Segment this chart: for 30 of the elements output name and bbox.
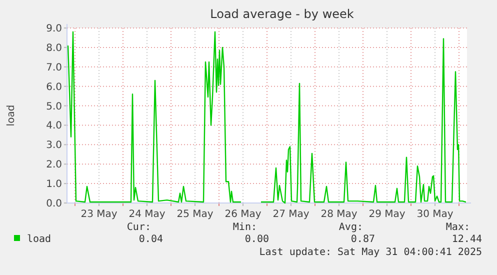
y-tick-label: 8.0	[46, 42, 62, 54]
text: Last update: Sat May 31 04:00:41 2025	[259, 247, 482, 258]
x-tick-label: 25 May	[176, 209, 214, 220]
y-tick-label: 4.0	[46, 120, 62, 132]
y-tick-label: 5.0	[46, 101, 62, 112]
x-tick-label: 26 May	[224, 209, 262, 220]
x-tick-label: 29 May	[368, 209, 406, 220]
text: Avg:	[338, 222, 363, 233]
y-tick-label: 9.0	[46, 24, 62, 34]
chart-title: Load average - by week	[210, 7, 354, 21]
text: 0.04	[138, 234, 163, 245]
text: 12.44	[452, 234, 482, 245]
y-axis-title: load	[6, 104, 17, 126]
x-tick-label: 30 May	[416, 209, 454, 220]
y-tick-label: 3.0	[46, 140, 62, 152]
x-tick-label: 28 May	[320, 209, 358, 220]
y-tick-label: 1.0	[46, 179, 62, 190]
x-tick-label: 24 May	[128, 209, 166, 220]
legend-label: load	[27, 234, 52, 245]
text: Max:	[446, 222, 470, 233]
y-tick-label: 6.0	[46, 82, 62, 93]
text: Cur:	[126, 222, 151, 233]
y-tick-label: 0.0	[46, 198, 62, 210]
x-tick-label: 23 May	[80, 209, 118, 220]
x-tick-label: 27 May	[272, 209, 310, 220]
text: Min:	[232, 222, 257, 233]
text: 0.87	[350, 234, 375, 245]
text: 0.00	[244, 234, 269, 245]
y-tick-label: 2.0	[46, 160, 62, 171]
y-tick-label: 7.0	[46, 62, 62, 74]
